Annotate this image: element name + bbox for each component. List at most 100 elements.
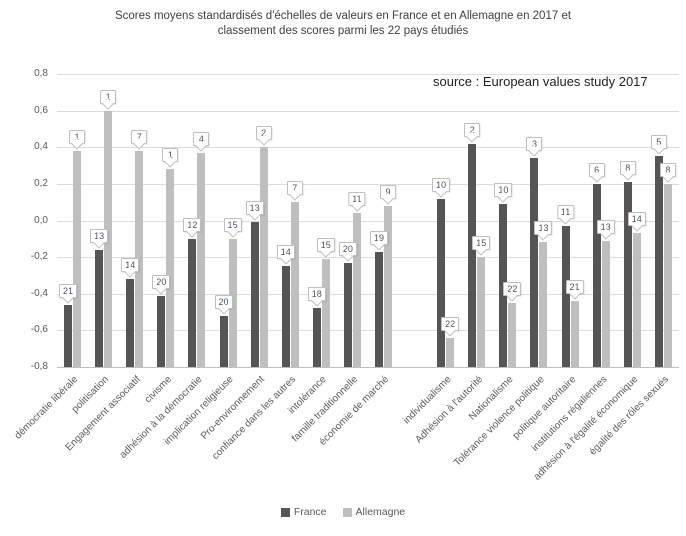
bar-allemagne [632, 233, 641, 367]
rank-callout: 5 [650, 135, 667, 155]
rank-callout: 20 [338, 242, 357, 262]
rank-callout: 21 [565, 280, 584, 300]
bar-slots: 2111311472011242015132147181520111991022… [57, 74, 679, 367]
rank-callout: 18 [307, 287, 326, 307]
barwrap: 13 [245, 74, 264, 367]
category-slot: 10 22 [492, 74, 523, 367]
bar-france [530, 158, 539, 367]
rank-callout: 15 [223, 218, 242, 238]
rank-callout: 7 [286, 181, 303, 201]
rank-callout: 2 [255, 126, 272, 146]
legend-item-allemagne: Allemagne [342, 506, 406, 518]
rank-callout: 6 [588, 163, 605, 183]
bar-allemagne [446, 338, 455, 367]
legend: France Allemagne [0, 506, 686, 518]
category-slot: 13 1 [88, 74, 119, 367]
rank-callout: 2 [464, 123, 481, 143]
chart-title-line1: Scores moyens standardisés d'échelles de… [114, 10, 572, 22]
rank-callout-value: 14 [276, 245, 295, 259]
barwrap: 3 [526, 74, 543, 367]
bar-france [343, 263, 352, 367]
y-tick-label: -0,4 [30, 287, 48, 299]
y-tick-label: 0,6 [34, 104, 48, 116]
bar-allemagne [477, 257, 486, 367]
rank-callout: 13 [596, 220, 615, 240]
barwrap: 2 [464, 74, 481, 367]
barwrap: 21 [565, 74, 584, 367]
barwrap: 7 [131, 74, 148, 367]
rank-callout: 14 [121, 258, 140, 278]
chart-title: Scores moyens standardisés d'échelles de… [0, 9, 686, 39]
y-tick-label: -0,8 [30, 361, 48, 372]
chart-title-line2: classement des scores parmi les 22 pays … [217, 25, 469, 37]
bar-france [219, 316, 228, 367]
rank-callout: 10 [432, 178, 451, 198]
category-slot: 2015 [212, 74, 243, 367]
bar-france [654, 156, 663, 367]
barwrap: 15 [472, 74, 491, 367]
barwrap: 18 [307, 74, 326, 367]
category-slot: 14 7 [275, 74, 306, 367]
barwrap: 8 [619, 74, 636, 367]
barwrap: 1 [100, 74, 117, 367]
y-axis: 0,8 0,6 0,4 0,2 0,0 -0,2 -0,4 -0,6 -0,8 [0, 68, 48, 372]
bar-allemagne [508, 303, 517, 367]
rank-callout: 3 [526, 137, 543, 157]
rank-callout-value: 8 [619, 161, 636, 175]
barwrap: 13 [534, 74, 553, 367]
barwrap: 14 [627, 74, 646, 367]
bar-allemagne [601, 241, 610, 367]
barwrap: 6 [588, 74, 605, 367]
barwrap: 15 [316, 74, 335, 367]
bar-france [64, 305, 73, 367]
barwrap: 22 [441, 74, 460, 367]
allemagne-swatch-icon [342, 507, 352, 517]
barwrap: 7 [286, 74, 303, 367]
bar-france [188, 239, 197, 367]
y-tick-label: 0,2 [34, 177, 48, 189]
bar-allemagne [352, 213, 361, 367]
category-slot: 2 15 [461, 74, 492, 367]
bar-allemagne [383, 206, 392, 367]
x-axis-labels: démocratie libérale politisation Engagemen… [13, 371, 679, 491]
category-slot: 10 22 [430, 74, 461, 367]
barwrap: 12 [183, 74, 202, 367]
barwrap: 20 [214, 74, 233, 367]
barwrap: 1 [162, 74, 179, 367]
bar-france [561, 226, 570, 367]
bar-allemagne [570, 301, 579, 367]
bar-france [126, 279, 135, 367]
gridline [57, 147, 679, 148]
legend-label-allemagne: Allemagne [355, 506, 406, 518]
gridline [57, 294, 679, 295]
rank-callout-value: 20 [214, 295, 233, 309]
bar-allemagne [259, 147, 268, 367]
rank-callout: 11 [556, 205, 575, 225]
gridline [57, 330, 679, 331]
france-swatch-icon [280, 507, 290, 517]
rank-callout: 14 [276, 245, 295, 265]
legend-label-france: France [293, 506, 327, 518]
gridline [57, 221, 679, 222]
rank-callout: 4 [193, 132, 210, 152]
bar-allemagne [197, 153, 206, 367]
barwrap: 20 [338, 74, 357, 367]
barwrap: 13 [90, 74, 109, 367]
bar-france [157, 296, 166, 367]
rank-callout: 12 [183, 218, 202, 238]
barwrap: 10 [494, 74, 513, 367]
rank-callout: 20 [214, 295, 233, 315]
gridline [57, 184, 679, 185]
bar-allemagne [73, 151, 82, 367]
y-tick-label: -0,2 [30, 251, 48, 263]
gridline [57, 74, 679, 75]
rank-callout: 7 [131, 130, 148, 150]
rank-callout: 1 [69, 130, 86, 150]
bar-france [592, 184, 601, 367]
rank-callout-value: 5 [650, 135, 667, 149]
category-slot: 14 7 [119, 74, 150, 367]
rank-callout: 8 [659, 163, 676, 183]
barwrap: 1 [69, 74, 86, 367]
